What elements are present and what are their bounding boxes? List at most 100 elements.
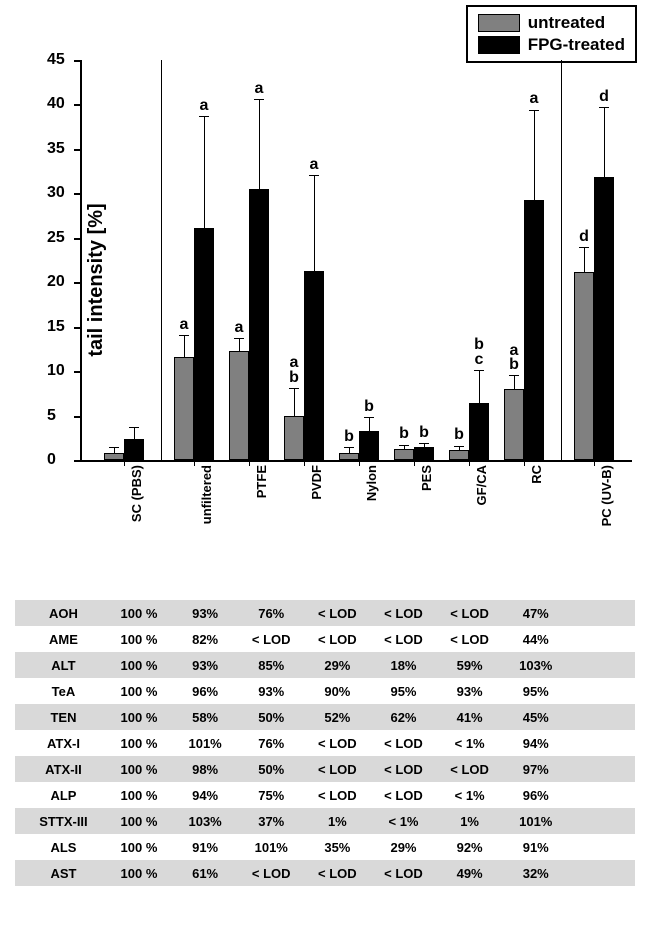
table-cell: 100 % [106,600,172,626]
x-tick [124,460,125,466]
table-cell: < LOD [370,600,436,626]
table-cell: 92% [437,834,503,860]
significance-label: b [364,400,374,414]
table-cell: < 1% [370,808,436,834]
y-tick-label: 15 [47,318,65,336]
row-label: ALP [15,782,106,808]
x-axis-label: PTFE [254,465,269,498]
table-cell: 100 % [106,756,172,782]
table-cell: < LOD [238,860,304,886]
table-row: TeA100 %96%93%90%95%93%95% [15,678,635,704]
error-bar [514,376,515,388]
table-cell: 94% [503,730,569,756]
table-cell-empty [569,652,635,678]
table-cell: 94% [172,782,238,808]
table-cell: 100 % [106,808,172,834]
error-cap [179,335,189,336]
significance-label: a [200,99,209,113]
significance-label: d [579,230,589,244]
error-cap [344,447,354,448]
table-row: STTX-III100 %103%37%1%< 1%1%101% [15,808,635,834]
x-tick [304,460,305,466]
x-axis-label: unfiltered [199,465,214,524]
x-tick [414,460,415,466]
table-cell: 100 % [106,678,172,704]
legend-item-fpg: FPG-treated [478,35,625,55]
table-row: ATX-II100 %98%50%< LOD< LOD< LOD97% [15,756,635,782]
table-cell-empty [569,808,635,834]
error-bar [404,446,405,450]
legend: untreated FPG-treated [466,5,637,63]
y-tick-label: 45 [47,51,65,69]
plot-area: 051015202530354045SC (PBS)aaunfilteredaa… [80,60,632,462]
table-cell-empty [569,730,635,756]
significance-label: a [180,318,189,332]
bar-fpg [594,177,614,460]
significance-label: a [255,82,264,96]
error-cap [419,443,429,444]
y-tick [74,282,82,284]
table-cell: 47% [503,600,569,626]
row-label: ALT [15,652,106,678]
x-axis-label: Nylon [364,465,379,501]
table-cell: 18% [370,652,436,678]
bar-fpg [359,431,379,460]
error-cap [199,116,209,117]
significance-label: a [310,158,319,172]
bar-fpg [249,189,269,460]
significance-label: b [419,426,429,440]
error-cap [234,338,244,339]
table-cell-empty [569,756,635,782]
error-cap [529,110,539,111]
table-cell: 59% [437,652,503,678]
error-cap [254,99,264,100]
error-cap [109,447,119,448]
table-cell: 52% [304,704,370,730]
table-cell-empty [569,860,635,886]
error-bar [349,448,350,452]
table-row: ATX-I100 %101%76%< LOD< LOD< 1%94% [15,730,635,756]
table-cell: 29% [370,834,436,860]
y-tick [74,149,82,151]
error-cap [599,107,609,108]
table-cell: 100 % [106,652,172,678]
table-cell: 58% [172,704,238,730]
table-cell: 75% [238,782,304,808]
error-bar [114,448,115,452]
row-label: AME [15,626,106,652]
table-cell: 95% [503,678,569,704]
table-cell: 93% [172,652,238,678]
error-bar [134,428,135,439]
table-cell: < LOD [370,860,436,886]
y-tick [74,238,82,240]
table-row: ALP100 %94%75%< LOD< LOD< 1%96% [15,782,635,808]
table-cell: 45% [503,704,569,730]
table-cell: < 1% [437,782,503,808]
significance-label: b [399,427,409,441]
error-cap [129,427,139,428]
row-label: ALS [15,834,106,860]
y-tick-label: 0 [47,451,56,469]
y-tick-label: 20 [47,273,65,291]
table-cell: < LOD [304,600,370,626]
error-bar [259,100,260,189]
error-bar [314,176,315,270]
table-cell: 93% [238,678,304,704]
row-label: STTX-III [15,808,106,834]
table-cell: 1% [304,808,370,834]
error-bar [604,108,605,177]
table-cell: < LOD [304,730,370,756]
table-cell: 62% [370,704,436,730]
error-bar [424,444,425,447]
y-tick-label: 5 [47,407,56,425]
table-cell: 41% [437,704,503,730]
table-cell: 100 % [106,834,172,860]
bar-fpg [524,200,544,460]
bar-untreated [504,389,524,460]
table-cell: 32% [503,860,569,886]
bar-fpg [469,403,489,460]
error-cap [364,417,374,418]
table-cell: 76% [238,730,304,756]
significance-label: ab [289,356,299,385]
table-cell: 100 % [106,704,172,730]
